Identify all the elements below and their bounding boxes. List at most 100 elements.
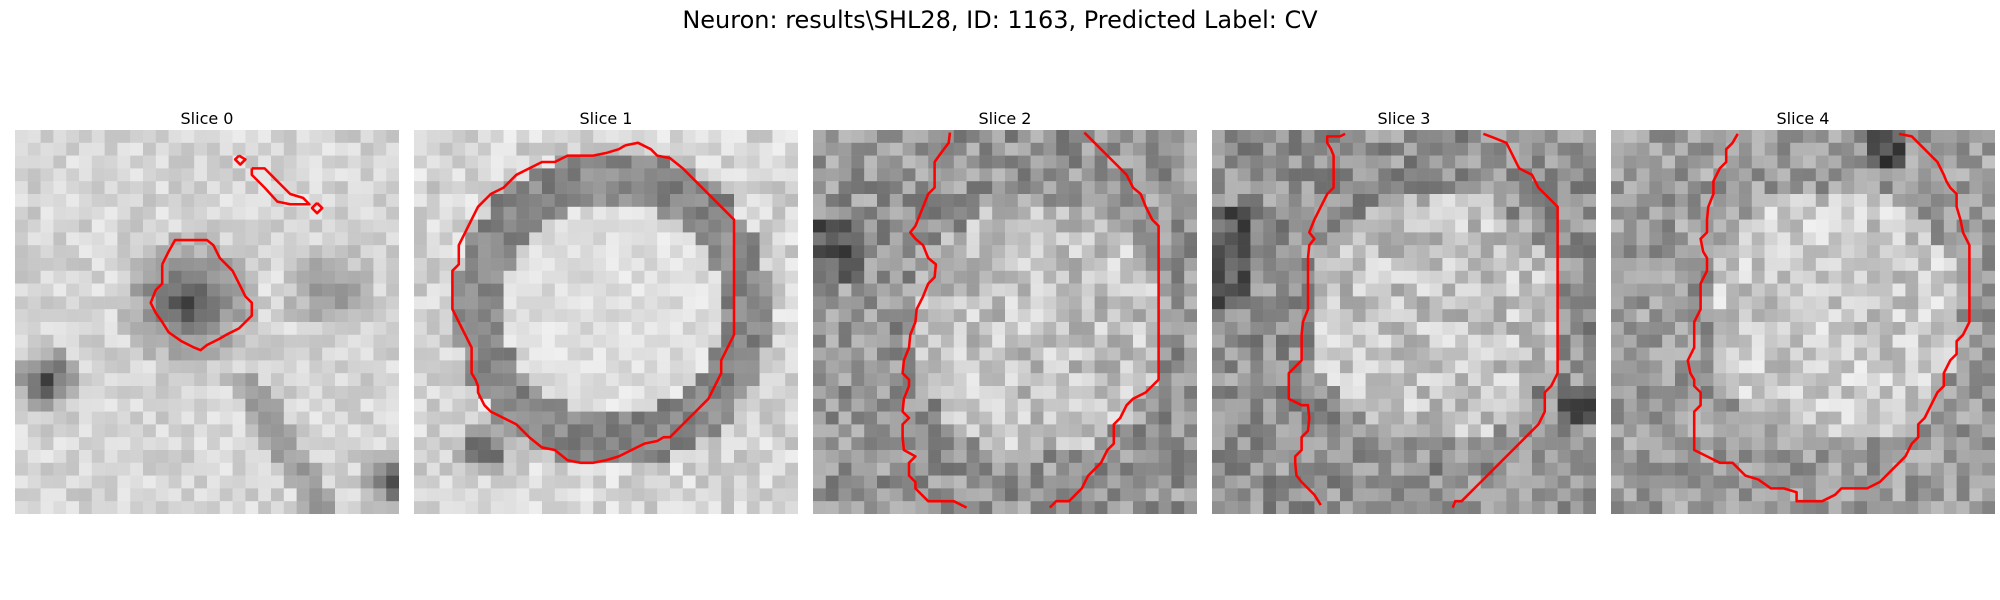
pixel (1081, 488, 1095, 502)
pixel (1327, 462, 1341, 476)
pixel (721, 488, 735, 502)
pixel (928, 501, 942, 514)
pixel (1250, 398, 1264, 412)
pixel (1969, 219, 1983, 233)
pixel (1739, 411, 1753, 425)
pixel (1815, 462, 1829, 476)
pixel (1043, 258, 1057, 272)
pixel (1854, 194, 1868, 208)
pixel (1005, 411, 1019, 425)
pixel (631, 168, 645, 182)
pixel (232, 450, 246, 464)
pixel (825, 424, 839, 438)
pixel (1442, 194, 1456, 208)
pixel (1583, 309, 1596, 323)
pixel (79, 462, 93, 476)
pixel (1378, 270, 1392, 284)
pixel (516, 155, 530, 169)
pixel (1468, 232, 1482, 246)
pixel (838, 155, 852, 169)
pixel (1493, 194, 1507, 208)
pixel (1145, 462, 1159, 476)
pixel (1675, 206, 1689, 220)
pixel (258, 283, 272, 297)
pixel (1739, 309, 1753, 323)
pixel (1815, 334, 1829, 348)
pixel (1532, 347, 1546, 361)
pixel (245, 206, 259, 220)
pixel (1224, 437, 1238, 451)
pixel (1982, 155, 1995, 169)
pixel (143, 194, 157, 208)
pixel (1892, 206, 1906, 220)
pixel (232, 424, 246, 438)
pixel (207, 360, 221, 374)
pixel (1751, 130, 1765, 144)
pixel (373, 258, 387, 272)
pixel (1250, 488, 1264, 502)
pixel (360, 181, 374, 195)
pixel (1314, 386, 1328, 400)
pixel (1314, 219, 1328, 233)
pixel (1918, 437, 1932, 451)
pixel (1879, 142, 1893, 156)
pixel (1378, 258, 1392, 272)
pixel (759, 181, 773, 195)
pixel (1777, 398, 1791, 412)
pixel (1455, 232, 1469, 246)
pixel (1519, 475, 1533, 489)
slice-panel-4: Slice 4 (1611, 108, 1995, 514)
pixel (194, 462, 208, 476)
pixel (979, 488, 993, 502)
pixel (1378, 296, 1392, 310)
pixel (1854, 437, 1868, 451)
pixel (1094, 130, 1108, 144)
pixel (915, 411, 929, 425)
pixel (1570, 386, 1584, 400)
pixel (813, 206, 827, 220)
pixel (1969, 194, 1983, 208)
pixel (155, 373, 169, 387)
pixel (746, 206, 760, 220)
pixel (838, 450, 852, 464)
pixel (1943, 411, 1957, 425)
pixel (15, 450, 29, 464)
pixel (516, 142, 530, 156)
pixel (1649, 245, 1663, 259)
pixel (452, 462, 466, 476)
pixel (670, 360, 684, 374)
pixel (554, 194, 568, 208)
pixel (143, 155, 157, 169)
pixel (941, 424, 955, 438)
pixel (130, 206, 144, 220)
pixel (1288, 322, 1302, 336)
pixel (1429, 206, 1443, 220)
pixel (1133, 501, 1147, 514)
pixel (322, 450, 336, 464)
pixel (1455, 245, 1469, 259)
pixel (1611, 398, 1625, 412)
pixel (992, 296, 1006, 310)
pixel (465, 181, 479, 195)
pixel (877, 142, 891, 156)
pixel (360, 168, 374, 182)
pixel (1094, 245, 1108, 259)
pixel (1276, 386, 1290, 400)
pixel (1120, 373, 1134, 387)
pixel (1005, 450, 1019, 464)
pixel (785, 437, 798, 451)
pixel (1340, 501, 1354, 514)
pixel (503, 450, 517, 464)
pixel (657, 142, 671, 156)
pixel (414, 322, 428, 336)
pixel (851, 155, 865, 169)
pixel (207, 309, 221, 323)
pixel (414, 450, 428, 464)
pixel (1892, 475, 1906, 489)
pixel (1815, 194, 1829, 208)
pixel (1982, 373, 1995, 387)
pixel (1493, 462, 1507, 476)
pixel (1764, 142, 1778, 156)
pixel (296, 437, 310, 451)
pixel (1212, 347, 1226, 361)
